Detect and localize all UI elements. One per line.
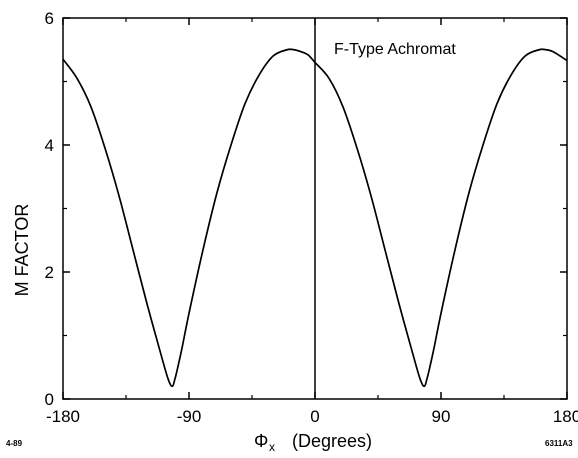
annotation-label: F-Type Achromat: [334, 41, 456, 58]
y-tick-label: 4: [45, 136, 54, 155]
x-tick-label: -180: [46, 407, 80, 426]
x-axis-symbol: Φ: [254, 431, 268, 451]
x-tick-label: -90: [177, 407, 202, 426]
axes: -180 -90 0 90 180 0 2 4 6: [45, 9, 578, 426]
x-tick-label: 90: [432, 407, 451, 426]
x-axis-units: (Degrees): [292, 431, 372, 451]
y-axis-label: M FACTOR: [12, 204, 32, 297]
plot-area: [63, 48, 567, 388]
series-line-0: [63, 48, 567, 388]
x-tick-label: 180: [553, 407, 578, 426]
x-axis-subscript: x: [269, 440, 275, 454]
x-axis-label: Φ x (Degrees): [254, 431, 372, 454]
y-tick-label: 2: [45, 263, 54, 282]
y-tick-label: 0: [45, 390, 54, 409]
corner-figure-number: 6311A3: [545, 439, 573, 448]
x-tick-label: 0: [310, 407, 319, 426]
y-tick-label: 6: [45, 9, 54, 28]
corner-figure-date: 4-89: [6, 439, 23, 448]
